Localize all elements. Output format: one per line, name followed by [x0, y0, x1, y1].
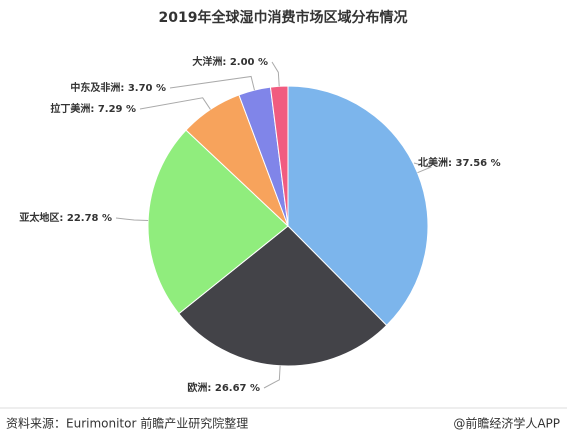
data-label: 中东及非洲: 3.70 % [70, 81, 166, 94]
leader-line [271, 61, 280, 87]
pie-slice [147, 129, 289, 315]
data-label: 欧洲: 26.67 % [187, 381, 260, 394]
leader-line [413, 162, 432, 174]
pie-slice [178, 225, 388, 367]
pie-slice [287, 85, 429, 327]
leader-line [263, 365, 281, 389]
credit: @前瞻经济学人APP [453, 416, 560, 431]
leader-line [139, 97, 211, 110]
leader-line [115, 217, 149, 222]
data-label: 大洋洲: 2.00 % [192, 55, 268, 68]
data-label: 亚太地区: 22.78 % [19, 211, 112, 224]
chart-title: 2019年全球湿巾消费市场区域分布情况 [159, 9, 408, 26]
source: 资料来源：Eurimonitor 前瞻产业研究院整理 [6, 416, 248, 431]
data-label: 北美洲: 37.56 % [418, 156, 501, 169]
data-label: 拉丁美洲: 7.29 % [50, 102, 136, 115]
leader-line [169, 75, 255, 91]
